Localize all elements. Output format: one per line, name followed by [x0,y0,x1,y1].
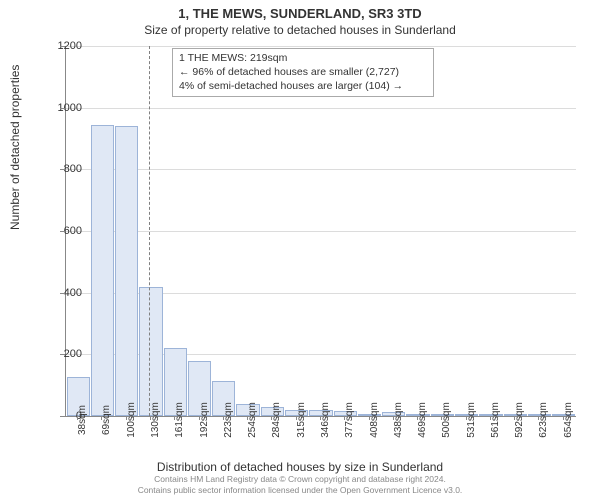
x-tick: 38sqm [65,416,89,461]
y-axis-label: Number of detached properties [8,65,22,230]
y-tick-mark [60,293,65,294]
x-tick-label: 346sqm [320,402,331,438]
x-tick-label: 192sqm [199,402,210,438]
x-tick-label: 623sqm [538,402,549,438]
annotation-line-1: 1 THE MEWS: 219sqm [179,51,427,65]
x-tick-label: 284sqm [271,402,282,438]
x-tick: 623sqm [526,416,550,461]
x-tick: 561sqm [478,416,502,461]
y-tick-mark [60,169,65,170]
y-tick-mark [60,231,65,232]
x-tick-label: 315sqm [296,402,307,438]
x-tick-label: 254sqm [247,402,258,438]
x-tick: 346sqm [308,416,332,461]
x-tick-label: 654sqm [563,402,574,438]
x-tick: 377sqm [332,416,356,461]
y-tick-mark [60,354,65,355]
x-axis-label: Distribution of detached houses by size … [0,460,600,474]
x-tick: 69sqm [89,416,113,461]
x-tick: 315sqm [284,416,308,461]
x-tick-label: 469sqm [417,402,428,438]
x-tick: 469sqm [405,416,429,461]
x-tick: 130sqm [138,416,162,461]
plot-area [65,46,576,417]
attribution-footer: Contains HM Land Registry data © Crown c… [0,474,600,495]
annotation-box: 1 THE MEWS: 219sqm ← 96% of detached hou… [172,48,434,97]
footer-line-2: Contains public sector information licen… [0,485,600,496]
x-tick: 161sqm [162,416,186,461]
reference-line [149,46,150,416]
x-tick: 223sqm [211,416,235,461]
x-tick: 254sqm [235,416,259,461]
x-tick-label: 377sqm [344,402,355,438]
x-tick: 654sqm [551,416,575,461]
x-tick-label: 592sqm [514,402,525,438]
x-tick: 438sqm [381,416,405,461]
x-tick: 408sqm [356,416,380,461]
bars-group [66,46,576,416]
x-tick-label: 100sqm [126,402,137,438]
x-tick: 531sqm [454,416,478,461]
x-tick-label: 69sqm [101,405,112,435]
x-tick-label: 161sqm [174,402,185,438]
x-tick-label: 38sqm [77,405,88,435]
x-tick-label: 223sqm [223,402,234,438]
x-tick-label: 408sqm [369,402,380,438]
x-tick-label: 561sqm [490,402,501,438]
chart-title-1: 1, THE MEWS, SUNDERLAND, SR3 3TD [0,0,600,21]
x-tick-label: 531sqm [466,402,477,438]
x-tick-label: 130sqm [150,402,161,438]
chart-title-2: Size of property relative to detached ho… [0,21,600,37]
histogram-bar [91,125,114,416]
histogram-bar [115,126,138,416]
histogram-bar [139,287,162,417]
x-tick: 192sqm [186,416,210,461]
y-tick-mark [60,46,65,47]
x-tick: 284sqm [259,416,283,461]
x-ticks: 38sqm69sqm100sqm130sqm161sqm192sqm223sqm… [65,416,575,461]
x-tick-label: 500sqm [441,402,452,438]
annotation-line-2: ← 96% of detached houses are smaller (2,… [179,65,427,79]
x-tick: 500sqm [429,416,453,461]
chart-container: 1, THE MEWS, SUNDERLAND, SR3 3TD Size of… [0,0,600,500]
footer-line-1: Contains HM Land Registry data © Crown c… [0,474,600,485]
x-tick: 100sqm [114,416,138,461]
x-tick: 592sqm [502,416,526,461]
annotation-line-3: 4% of semi-detached houses are larger (1… [179,79,427,93]
y-tick-mark [60,108,65,109]
x-tick-label: 438sqm [393,402,404,438]
